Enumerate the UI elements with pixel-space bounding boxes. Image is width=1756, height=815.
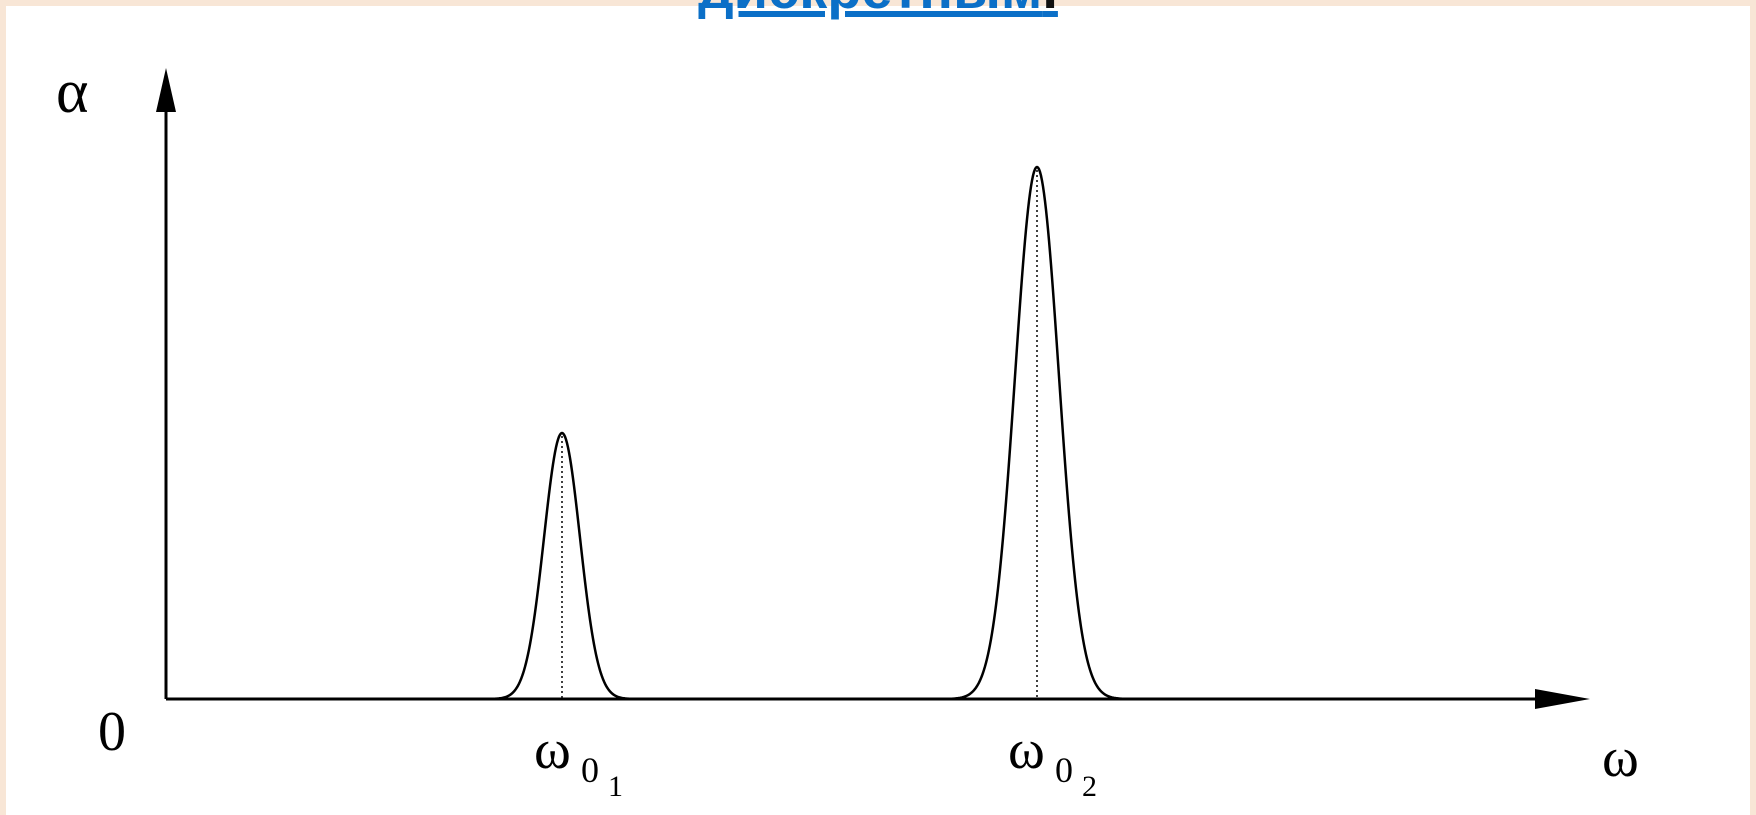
peak2-subscript-2: 2 [1082,770,1097,803]
x-axis-label: ω [1602,727,1639,789]
content-panel [6,6,1750,815]
peak1-subscript-0: 0 [581,750,599,790]
peak1-symbol: ω [534,719,571,781]
absorption-peak-2 [951,165,1123,700]
peak1-subscript-1: 1 [608,770,623,803]
heading-punctuation: . [1042,0,1058,20]
heading-link[interactable]: дискретным. [0,0,1756,24]
y-axis-arrow [156,68,176,112]
heading-link-text[interactable]: дискретным [698,0,1042,20]
x-axis-arrow [1535,689,1590,709]
absorption-peak-1 [477,431,647,701]
peak2-symbol: ω [1008,719,1045,781]
peak2-subscript-0: 0 [1055,750,1073,790]
origin-label: 0 [98,701,126,763]
y-axis-label: α [56,58,88,126]
